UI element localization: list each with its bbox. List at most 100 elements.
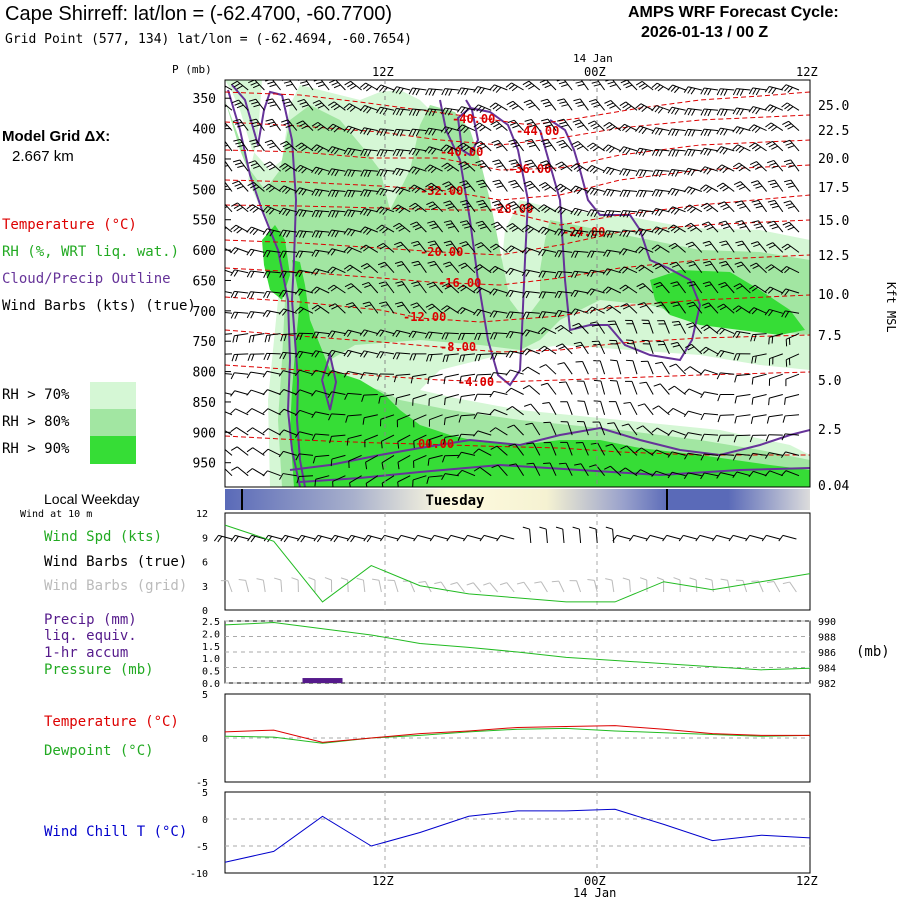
wind-barb-flag xyxy=(363,189,368,197)
wind-barb-flag xyxy=(639,169,644,177)
wind-barb-flag xyxy=(220,334,222,341)
wind-barb-flag xyxy=(787,87,793,93)
pressure-tick: 850 xyxy=(193,396,216,411)
pressure-tick: 400 xyxy=(193,123,216,138)
wind-barb-flag xyxy=(432,109,437,117)
wind-barb-flag xyxy=(235,141,243,145)
wind-barb-flag xyxy=(458,262,466,267)
wind-barb-flag xyxy=(683,410,689,418)
true-barb-flag xyxy=(296,535,302,542)
wind-barb xyxy=(331,454,346,460)
wind-barb xyxy=(479,466,492,477)
wind-barb-flag xyxy=(311,144,317,150)
wind-barb-flag xyxy=(554,310,559,317)
wind-barb-flag xyxy=(295,453,300,461)
wind-barb-flag xyxy=(225,206,228,209)
wind-barb xyxy=(590,269,605,274)
wind-barb-flag xyxy=(346,104,353,111)
true-barb-flag xyxy=(778,535,784,542)
wind-barb-flag xyxy=(496,185,504,188)
wind-barb-flag xyxy=(301,167,307,174)
wind-barb-flag xyxy=(603,188,608,196)
wind-barb xyxy=(497,464,508,477)
wind-barb-flag xyxy=(755,88,761,96)
wind-barb xyxy=(687,452,702,456)
wind-barb-flag xyxy=(505,387,512,394)
true-barb-flag xyxy=(366,535,372,543)
wind-barb-flag xyxy=(590,122,598,127)
wind-barb-flag xyxy=(230,224,237,230)
wind-barb-flag xyxy=(490,352,494,360)
wind-barb-flag xyxy=(505,245,512,251)
wind-barb-flag xyxy=(684,108,689,115)
wind-barb-flag xyxy=(492,245,500,251)
wind-barb-flag xyxy=(690,188,696,195)
wind-barb-flag xyxy=(476,105,482,112)
wind-barb-flag xyxy=(218,291,222,297)
wind-barb xyxy=(299,288,314,294)
wind-barb-flag xyxy=(343,264,351,270)
wind-barb xyxy=(525,290,540,294)
wind-barb-flag xyxy=(446,354,449,362)
grid-barb xyxy=(489,582,498,593)
wind-barb-flag xyxy=(719,128,725,136)
wind-barb-flag xyxy=(231,466,238,471)
wind-barb-flag xyxy=(413,284,421,287)
wind-barb-flag xyxy=(492,179,500,183)
wind-barb xyxy=(511,245,524,253)
wind-barb-flag xyxy=(707,149,712,156)
wind-barb-flag xyxy=(362,301,370,305)
wind-barb xyxy=(639,189,654,192)
wind-barb-flag xyxy=(506,311,511,319)
wind-barb-flag xyxy=(393,375,397,383)
wind-barb xyxy=(331,248,346,253)
wind-barb-flag xyxy=(362,106,369,113)
wind-barb-flag xyxy=(667,206,673,213)
wind-barb-flag xyxy=(296,476,300,484)
wind-barb-flag xyxy=(750,334,754,342)
wind-barb-flag xyxy=(376,149,381,157)
wind-barb-flag xyxy=(268,187,275,193)
wind-barb-flag xyxy=(652,405,659,410)
wind-barb-flag xyxy=(414,168,421,175)
pressure-tick: 700 xyxy=(193,305,216,320)
wind-barb-flag xyxy=(429,223,437,227)
wind-barb-flag xyxy=(230,408,236,415)
wind-barb-flag xyxy=(447,108,453,116)
wind-barb-flag xyxy=(250,81,258,86)
wind-barb xyxy=(542,248,557,253)
wind-barb-flag xyxy=(285,104,293,107)
wind-barb xyxy=(768,414,783,418)
wind-barb-flag xyxy=(704,305,712,309)
wind-barb-flag xyxy=(346,330,352,338)
wind-barb-flag xyxy=(784,397,786,405)
wind-barb xyxy=(599,421,606,436)
wc-ytick: -10 xyxy=(190,869,208,880)
wind-barb xyxy=(396,128,411,132)
grid-barb xyxy=(593,580,598,593)
wind-barb-flag xyxy=(739,128,745,135)
wind-barb-flag xyxy=(362,417,365,425)
wind-barb xyxy=(250,371,265,375)
wind-barb-flag xyxy=(392,108,397,115)
wind-barb-flag xyxy=(463,127,469,134)
wind-barb xyxy=(413,414,427,421)
wind-barb-flag xyxy=(298,251,303,258)
wind-barb-flag xyxy=(586,187,592,194)
wind-barb-flag xyxy=(732,162,740,168)
wind-barb-flag xyxy=(509,311,514,319)
wind-barb-flag xyxy=(609,104,617,109)
wind-barb-flag xyxy=(544,104,552,108)
wind-barb-flag xyxy=(603,304,610,310)
wind-barb xyxy=(236,466,249,477)
wind-barb xyxy=(687,167,702,172)
wind-barb-flag xyxy=(246,270,251,278)
grid-barb-flag xyxy=(418,580,426,583)
wind-barb-flag xyxy=(604,465,611,470)
wind-barb xyxy=(348,246,362,253)
wind-barb-flag xyxy=(654,227,661,234)
wind-barb xyxy=(736,330,751,335)
wind-barb-flag xyxy=(233,226,240,232)
wind-barb xyxy=(331,330,346,335)
wind-barb-flag xyxy=(767,288,774,294)
